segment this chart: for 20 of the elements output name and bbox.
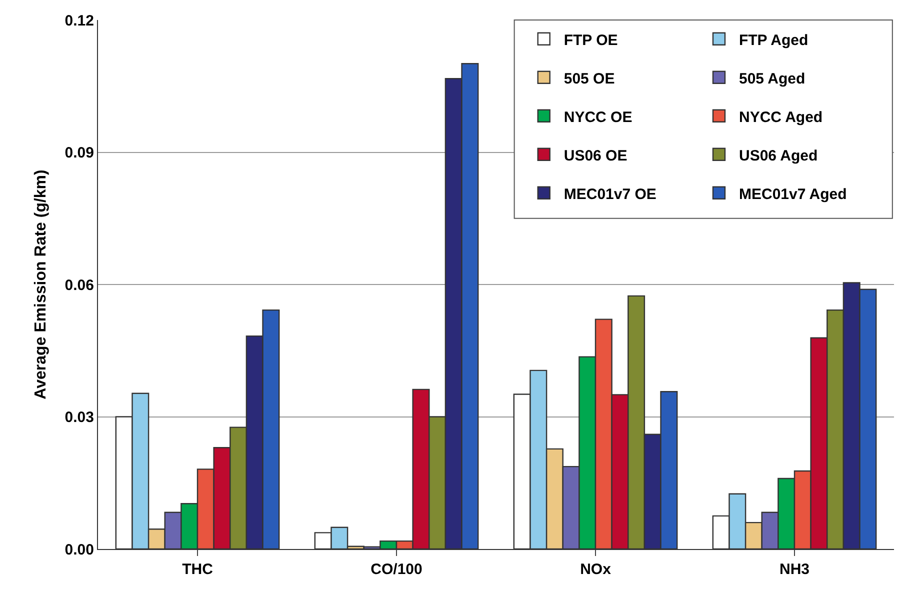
legend-label: FTP Aged [738,32,808,49]
x-tick-label: NOx [580,561,612,578]
x-tick-label: CO/100 [370,561,422,578]
legend-label: 505 OE [564,70,615,88]
legend-label: NYCC OE [564,108,632,126]
legend-label: US06 Aged [738,147,818,164]
y-tick-label: 0.12 [64,12,94,30]
y-tick-label: 0.06 [64,276,94,294]
y-axis-title: Average Emission Rate (g/km) [32,170,50,400]
legend-label: 505 Aged [738,70,806,88]
y-tick-label: 0.03 [64,409,94,426]
x-tick-label: THC [182,561,214,578]
legend-label: US06 OE [564,147,628,164]
legend-label: MEC01v7 OE [564,186,656,203]
y-tick-label: 0.00 [64,541,94,558]
y-tick-label: 0.09 [64,144,94,162]
legend-label: MEC01v7 Aged [738,186,847,203]
legend-label: NYCC Aged [738,108,823,126]
legend-label: FTP OE [564,32,618,49]
x-tick-label: NH3 [779,561,810,578]
